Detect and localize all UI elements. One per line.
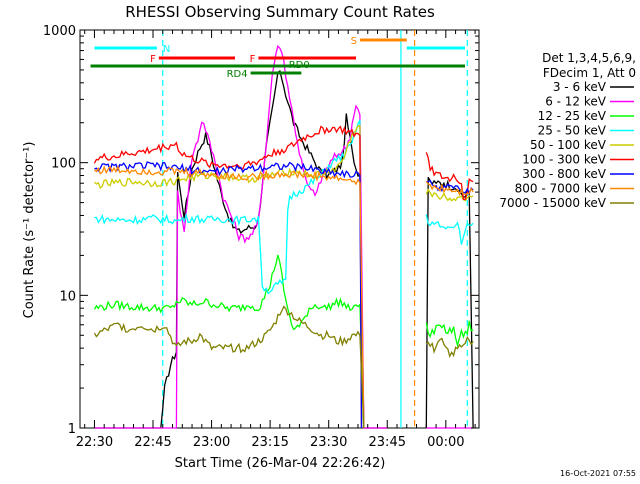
series-line-100-300-kev-after-gap xyxy=(425,152,474,201)
x-tick-label: 22:30 xyxy=(76,435,113,450)
series-line-300-800-kev xyxy=(94,161,363,429)
legend-label-50-100-kev: 50 - 100 keV xyxy=(530,138,607,152)
series-line-12-25-kev xyxy=(93,254,365,429)
legend-label-12-25-kev: 12 - 25 keV xyxy=(538,109,607,123)
x-axis: 22:30 22:45 23:00 23:15 23:30 23:45 00:00 xyxy=(76,30,476,450)
y-axis: 1 10 100 1000 xyxy=(43,24,479,437)
legend-label-100-300-kev: 100 - 300 keV xyxy=(522,153,606,167)
y-tick-label: 10 xyxy=(59,289,76,304)
series-line-12-25-kev-after-gap xyxy=(425,320,474,348)
segment-label: N xyxy=(163,44,170,55)
series-line-7000-15000-kev-after-gap xyxy=(425,335,474,359)
x-tick-label: 23:30 xyxy=(310,435,347,450)
legend-label-6-12-kev: 6 - 12 keV xyxy=(545,95,607,109)
x-tick-label: 23:15 xyxy=(251,435,288,450)
series-line-50-100-kev xyxy=(93,124,363,429)
decimation-info: FDecim 1, Att 0 xyxy=(543,66,636,80)
series-line-50-100-kev-after-gap xyxy=(425,188,474,202)
legend-label-800-7000-kev: 800 - 7000 keV xyxy=(515,182,607,196)
chart-title: RHESSI Observing Summary Count Rates xyxy=(125,3,435,21)
detector-info: Det 1,3,4,5,6,9, xyxy=(542,51,636,65)
series-line-25-50-kev-after-gap xyxy=(425,214,474,245)
marker-lines xyxy=(162,30,468,428)
legend-label-300-800-kev: 300 - 800 keV xyxy=(522,167,606,181)
x-tick-label: 23:00 xyxy=(193,435,230,450)
legend-label-25-50-kev: 25 - 50 keV xyxy=(538,124,607,138)
legend-label-7000-15000-kev: 7000 - 15000 keV xyxy=(499,196,606,210)
y-axis-label: Count Rate (s⁻¹ detector⁻¹) xyxy=(22,142,37,319)
y-tick-label: 100 xyxy=(51,157,76,172)
y-tick-label: 1000 xyxy=(43,24,76,39)
segment-label: RD0 xyxy=(289,60,310,71)
segment-label: F xyxy=(250,54,256,65)
segment-label: RD4 xyxy=(227,69,248,80)
series-line-100-300-kev xyxy=(93,125,363,429)
y-tick-label: 1 xyxy=(68,422,76,437)
series-line-800-7000-kev xyxy=(93,164,365,429)
legend-label-3-6-kev: 3 - 6 keV xyxy=(553,80,607,94)
segment-label: S xyxy=(351,36,357,47)
x-tick-label: 00:00 xyxy=(427,435,464,450)
segment-label: F xyxy=(150,54,156,65)
footer-timestamp: 16-Oct-2021 07:55 xyxy=(560,469,636,478)
x-tick-label: 23:45 xyxy=(369,435,406,450)
x-tick-label: 22:45 xyxy=(134,435,171,450)
x-axis-label: Start Time (26-Mar-04 22:26:42) xyxy=(175,456,386,471)
series-line-7000-15000-kev xyxy=(93,305,365,429)
series-line-800-7000-kev-after-gap xyxy=(425,181,474,197)
